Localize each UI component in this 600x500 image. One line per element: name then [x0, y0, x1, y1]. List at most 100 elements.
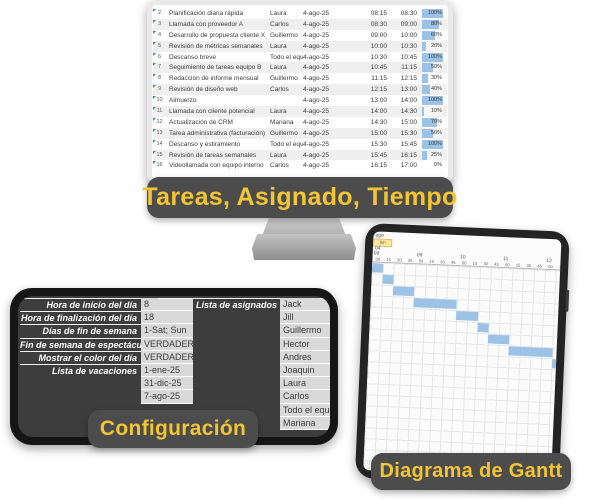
progress-value: 20% — [430, 42, 442, 49]
cell-row-number: 13 — [153, 128, 166, 139]
gantt-minute-label: 00 — [461, 260, 467, 266]
cell-date: 4-ago-25 — [303, 86, 330, 94]
cell-assignee: Carlos — [270, 86, 289, 94]
assignee-item: Todo el equipo — [280, 403, 330, 417]
cell-end-time: 14:30 — [400, 107, 417, 115]
gantt-minute-label: 15 — [515, 262, 521, 268]
progress-value: 100% — [427, 140, 442, 147]
cell-end-time: 12:15 — [400, 75, 417, 83]
gantt-minute-label: 45 — [407, 257, 413, 264]
cell-progress: 60% — [422, 30, 443, 40]
cell-end-time: 10:30 — [400, 42, 417, 50]
progress-data-bar — [422, 150, 428, 160]
gantt-minute-label: 30 — [483, 261, 489, 267]
cell-assignee: Guillermo — [270, 75, 298, 83]
progress-value: 50% — [430, 64, 442, 71]
tablet-side-button — [565, 289, 570, 312]
assignee-item: Jill — [280, 311, 330, 325]
phone-screen: Hora de inicio del día 8 Hora de finalizac… — [18, 296, 330, 437]
table-row: 11 Llamada con cliente potencial Laura 4-ag… — [153, 106, 447, 117]
gantt-bar — [477, 322, 489, 333]
tablet-device: ago lun 04 08 09 10 11 12 00 15 30 45 00 15 30 45 00 1… — [354, 223, 570, 487]
progress-value: 0% — [434, 162, 442, 169]
cell-date: 4-ago-25 — [303, 9, 330, 17]
progress-value: 100% — [427, 9, 442, 16]
gantt-bar — [392, 286, 415, 297]
cell-start-time: 10:45 — [370, 64, 387, 72]
cell-end-time: 11:15 — [401, 64, 417, 72]
cell-task: Descanso y estiramiento — [169, 140, 241, 148]
cell-task: Llamada con proveedor A — [169, 20, 244, 28]
cell-start-time: 11:15 — [371, 75, 387, 83]
caption-tareas-asignado-tiempo: Tareas, Asignado, Tiempo — [142, 177, 457, 218]
progress-data-bar — [422, 52, 443, 62]
cell-end-time: 10:45 — [400, 53, 417, 61]
gantt-minute-label: 00 — [375, 256, 381, 262]
progress-data-bar — [422, 117, 437, 127]
gantt-minute-label: 45 — [450, 259, 456, 265]
gantt-bar — [382, 274, 394, 285]
cell-assignee: Laura — [270, 151, 287, 159]
table-row: 2 Planificación diaria rápida Laura 4-ago-2… — [153, 8, 447, 19]
monitor-stand-neck — [262, 216, 346, 236]
progress-data-bar — [422, 85, 431, 95]
cell-row-number: 11 — [153, 106, 166, 117]
config-field-value: VERDADERO — [141, 350, 193, 364]
assignee-item: Joaquin — [280, 363, 330, 378]
table-row: 7 Seguimiento de tareas equipo B Laura 4-ag… — [153, 62, 447, 74]
cell-end-time: 15:00 — [400, 118, 417, 126]
gantt-bar — [413, 298, 458, 310]
cell-progress: 50% — [422, 63, 443, 73]
cell-start-time: 08:15 — [370, 9, 387, 17]
config-field-label — [20, 377, 141, 390]
table-row: 3 Llamada con proveedor A Carlos 4-ago-25 08… — [153, 18, 447, 30]
cell-start-time: 15:00 — [370, 129, 387, 137]
table-row: 16 Videollamada con equipo interno Carlos 4… — [153, 160, 447, 172]
progress-data-bar — [422, 8, 443, 18]
cell-row-number: 9 — [153, 84, 166, 95]
cell-start-time: 10:00 — [370, 42, 387, 50]
assignee-item: Carlos — [280, 390, 330, 404]
gantt-chart: ago lun 04 08 09 10 11 12 00 15 30 45 00 15 30 45 00 1… — [363, 231, 562, 479]
config-field-label: Mostrar el color del día — [20, 350, 141, 364]
progress-data-bar — [422, 106, 425, 116]
cell-assignee: Carlos — [270, 162, 289, 170]
config-fields: Hora de inicio del día 8 Hora de finalizac… — [20, 298, 193, 404]
cell-date: 4-ago-25 — [303, 31, 330, 39]
config-field-value: 1-ene-25 — [141, 363, 193, 378]
gantt-bar — [456, 311, 479, 321]
cell-end-time: 10:00 — [400, 31, 417, 39]
monitor-device: 2 Planificación diaria rápida Laura 4-ago-2… — [147, 0, 453, 184]
cell-end-time: 15:30 — [400, 129, 417, 137]
progress-value: 80% — [430, 20, 442, 27]
progress-data-bar — [422, 30, 435, 40]
cell-progress: 100% — [422, 52, 443, 62]
gantt-minute-label: 30 — [440, 259, 446, 265]
gantt-minute-label: 00 — [548, 263, 553, 270]
table-row: 15 Revisión de tareas semanales Laura 4-ago… — [153, 149, 447, 161]
progress-value: 100% — [427, 97, 442, 104]
cell-date: 4-ago-25 — [303, 53, 330, 61]
gantt-bar — [551, 359, 562, 370]
cell-end-time: 16:15 — [400, 151, 417, 159]
cell-task: Almuerzo — [169, 97, 197, 105]
cell-progress: 10% — [422, 106, 443, 116]
config-field-value: 31-dic-25 — [141, 377, 193, 391]
cell-date: 4-ago-25 — [303, 162, 330, 170]
gantt-minute-label: 15 — [429, 258, 435, 265]
cell-end-time: 14:00 — [400, 97, 417, 105]
progress-value: 25% — [430, 151, 442, 158]
cell-assignee: Mariana — [270, 118, 294, 126]
cell-start-time: 14:00 — [370, 107, 387, 115]
progress-data-bar — [422, 41, 427, 51]
cell-assignee: Laura — [270, 42, 287, 50]
cell-row-number: 14 — [153, 139, 166, 150]
config-field-value: 7-ago-25 — [141, 390, 193, 404]
cell-date: 4-ago-25 — [303, 118, 330, 126]
cell-row-number: 10 — [153, 95, 166, 106]
cell-assignee: Laura — [270, 9, 287, 17]
cell-start-time: 13:00 — [370, 97, 387, 105]
cell-row-number: 2 — [153, 8, 166, 19]
